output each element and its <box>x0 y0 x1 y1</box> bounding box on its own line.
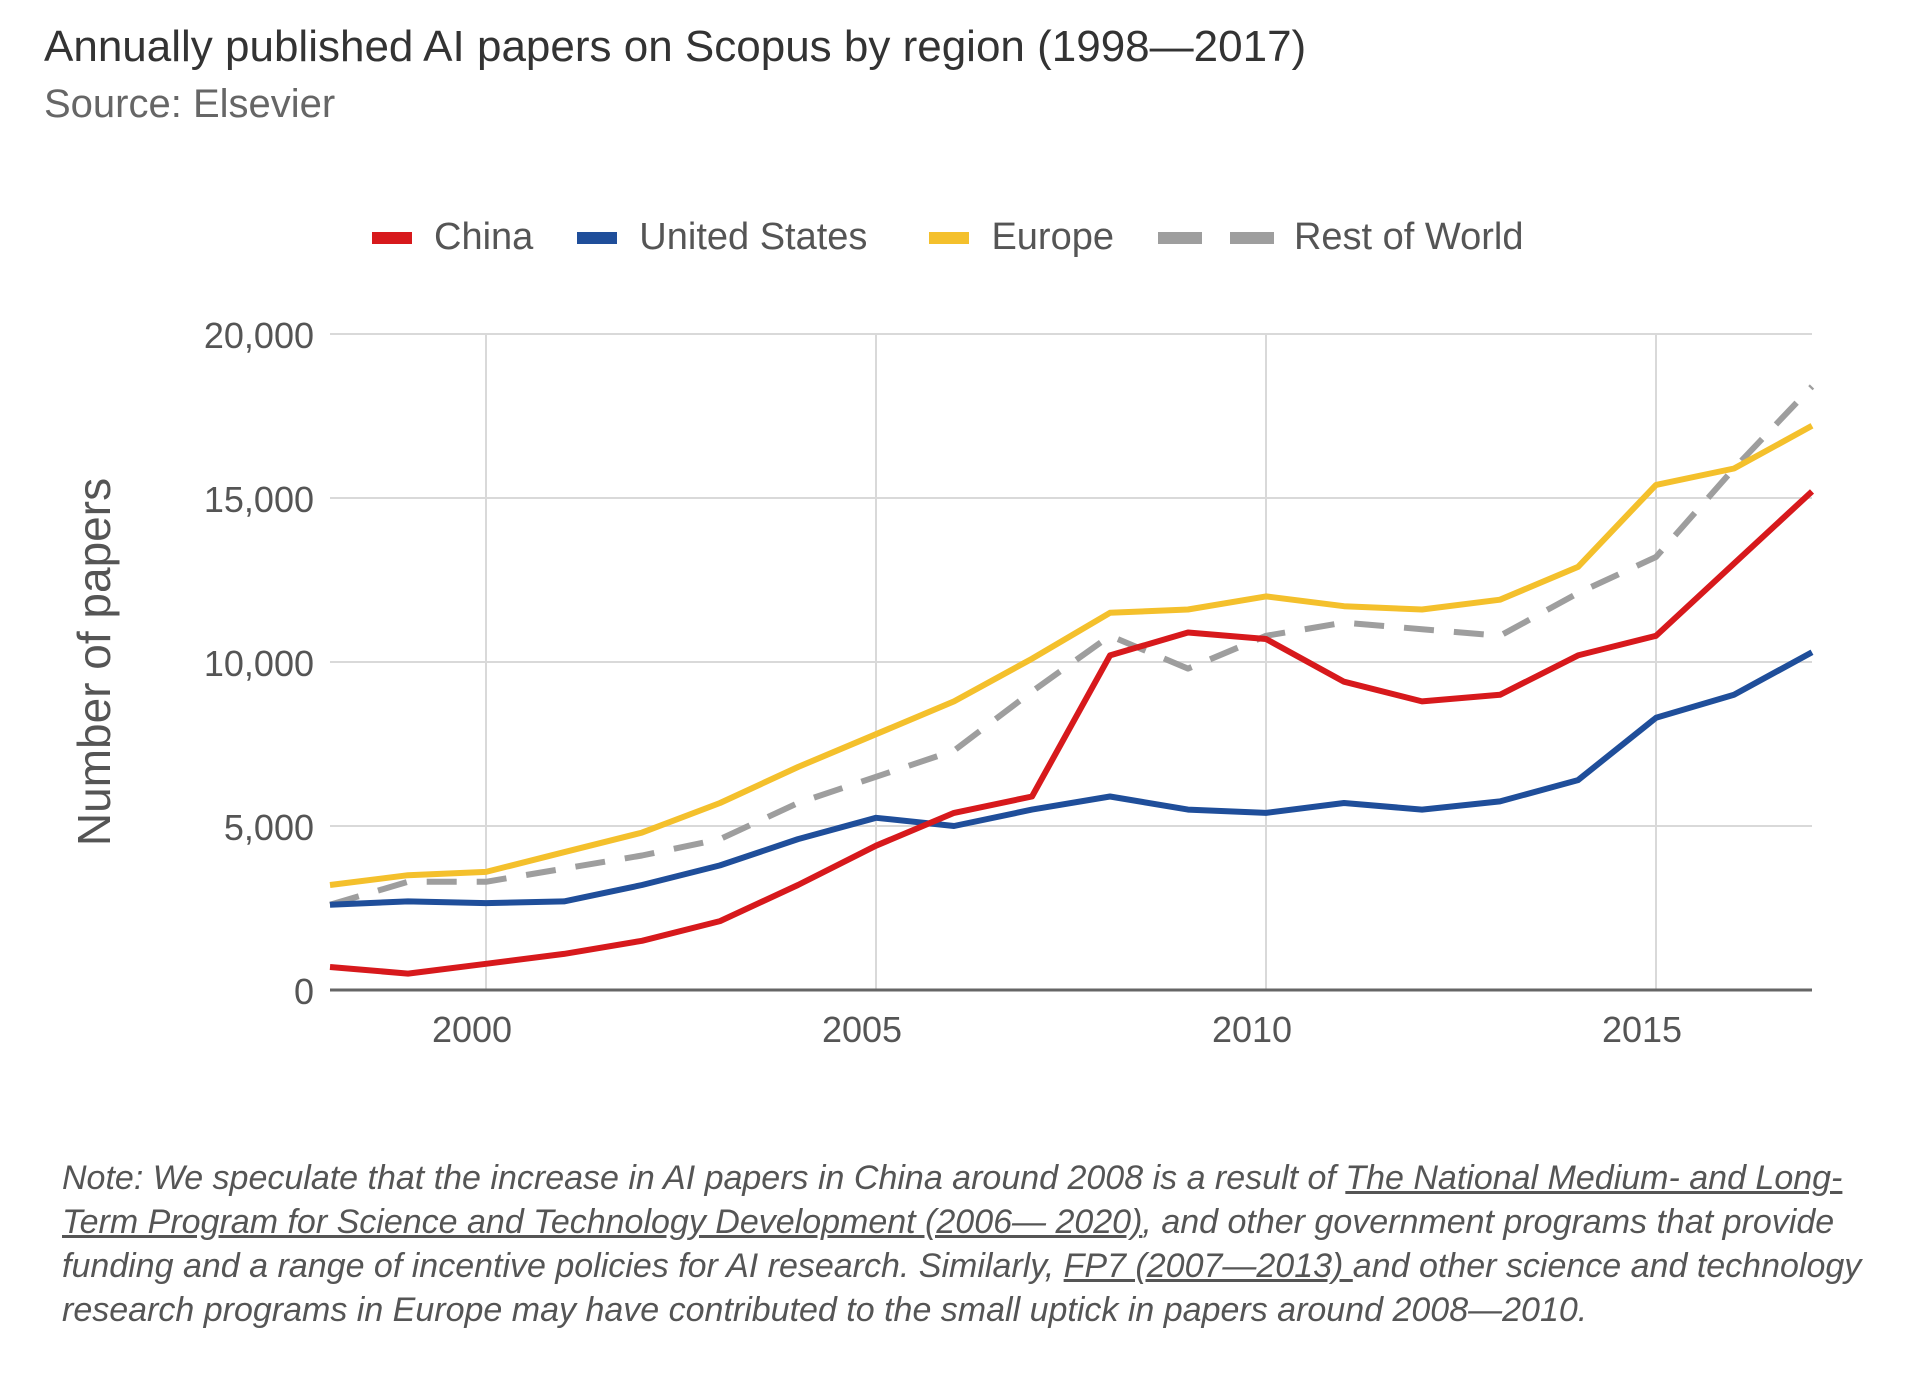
legend-swatch-europe <box>929 231 970 244</box>
footnote-prefix: Note: We speculate that the increase in … <box>62 1159 1346 1197</box>
y-tick-label: 10,000 <box>204 643 314 684</box>
x-tick-label: 2010 <box>1212 1009 1292 1050</box>
legend-swatch-rest-of-world-dash-2 <box>1229 231 1274 244</box>
chart-subtitle: Source: Elsevier <box>44 82 336 126</box>
legend-item-china: China <box>372 216 533 259</box>
x-tick-label: 2000 <box>432 1009 512 1050</box>
series-line-china <box>329 489 1815 977</box>
x-tick-label: 2005 <box>822 1009 902 1050</box>
series-line-united-states <box>329 649 1814 908</box>
series-line-europe <box>329 423 1814 888</box>
y-axis-title: Number of papers <box>68 478 120 846</box>
y-tick-label: 0 <box>294 971 314 1012</box>
legend-swatch-china-bar <box>372 231 412 244</box>
legend-item-europe: Europe <box>929 216 1114 259</box>
y-tick-label: 20,000 <box>204 315 314 356</box>
footnote-link-fp7[interactable]: FP7 (2007—2013) <box>1063 1247 1353 1285</box>
legend-item-rest-of-world: Rest of World <box>1157 216 1524 259</box>
chart-title: Annually published AI papers on Scopus b… <box>44 22 1307 71</box>
legend-label-europe: Europe <box>991 216 1114 258</box>
series-line-rest-of-world <box>329 384 1815 908</box>
y-tick-label: 15,000 <box>204 479 314 520</box>
legend-swatch-united-states-bar <box>577 231 618 244</box>
legend-swatch-europe-bar <box>929 231 970 244</box>
legend-label-china: China <box>434 216 534 258</box>
footnote-middle: , and other government programs that pro… <box>62 1203 1835 1285</box>
x-tick-label: 2015 <box>1602 1009 1682 1050</box>
line-chart: 0 5,000 10,000 15,000 20,000 2000 2005 2010 2015… <box>68 315 1815 1050</box>
legend-swatch-rest-of-world <box>1157 231 1274 244</box>
legend-swatch-china <box>372 231 412 244</box>
y-tick-label: 5,000 <box>224 807 314 848</box>
legend-item-united-states: United States <box>577 216 867 259</box>
footnote-link-national-program[interactable]: The National Medium- and Long-Term Progr… <box>62 1159 1843 1241</box>
legend: China United States Europe Rest of World <box>372 216 1567 259</box>
footnote: Note: We speculate that the increase in … <box>62 1156 1892 1332</box>
legend-label-rest-of-world: Rest of World <box>1293 216 1524 258</box>
legend-label-united-states: United States <box>639 216 868 258</box>
footnote-suffix: and other science and technology researc… <box>62 1247 1862 1329</box>
legend-swatch-united-states <box>577 231 618 244</box>
legend-swatch-rest-of-world-dash-1 <box>1157 231 1202 244</box>
